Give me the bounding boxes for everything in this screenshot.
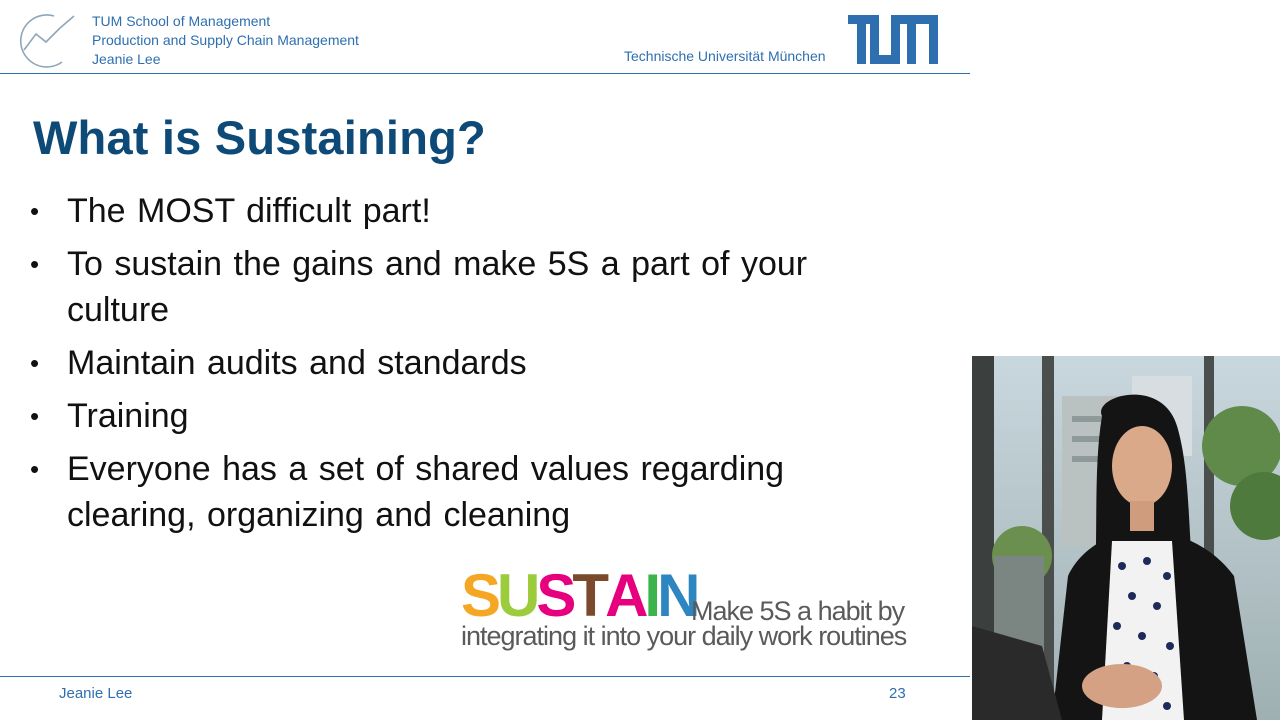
bullet-list: • The MOST difficult part! • To sustain th… <box>30 188 910 545</box>
page-number: 23 <box>889 685 906 702</box>
presenter-video <box>972 356 1280 720</box>
footer-author: Jeanie Lee <box>59 685 133 702</box>
bullet-text: To sustain the gains and make 5S a part … <box>67 245 808 329</box>
sustain-letter: N <box>657 562 700 629</box>
university-name: Technische Universität München <box>624 48 826 64</box>
sustain-letter: I <box>644 562 661 629</box>
bullet-item: • The MOST difficult part! <box>30 188 910 234</box>
bullet-item: • Everyone has a set of shared values reg… <box>30 446 910 538</box>
bullet-item: • Maintain audits and standards <box>30 340 910 386</box>
header-chair: Production and Supply Chain Management <box>92 32 359 48</box>
bullet-item: • To sustain the gains and make 5S a part… <box>30 241 910 333</box>
sustain-letter: S <box>536 562 576 629</box>
bullet-text: Everyone has a set of shared values rega… <box>67 450 785 534</box>
sustain-graphic: SUSTAIN Make 5S a habit by integrating i… <box>461 566 951 660</box>
footer-divider <box>0 676 970 677</box>
header-school: TUM School of Management <box>92 13 271 29</box>
header-affiliation: TUM School of Management Production and … <box>92 12 359 69</box>
slide-title: What is Sustaining? <box>33 111 486 164</box>
tum-logo-icon <box>848 15 938 64</box>
bullet-dot-icon: • <box>30 401 40 431</box>
sustain-tagline-2: integrating it into your daily work rout… <box>461 621 907 651</box>
bullet-text: Training <box>67 397 189 435</box>
bullet-dot-icon: • <box>30 348 40 378</box>
sustain-tagline-1: Make 5S a habit by <box>691 596 905 626</box>
sustain-letter: A <box>605 562 648 629</box>
header-author: Jeanie Lee <box>92 51 161 67</box>
bullet-dot-icon: • <box>30 454 40 484</box>
bullet-text: Maintain audits and standards <box>67 344 527 382</box>
sustain-letter: T <box>572 562 609 629</box>
sustain-wordmark: SUSTAIN <box>461 562 700 629</box>
bullet-dot-icon: • <box>30 249 40 279</box>
line-chart-circle-icon <box>19 14 75 68</box>
presenter-video-frame <box>972 356 1280 720</box>
sustain-letter: S <box>461 562 501 629</box>
bullet-text: The MOST difficult part! <box>67 192 431 230</box>
sustain-letter: U <box>497 562 540 629</box>
bullet-dot-icon: • <box>30 196 40 226</box>
header-divider <box>0 73 970 74</box>
bullet-item: • Training <box>30 393 910 439</box>
